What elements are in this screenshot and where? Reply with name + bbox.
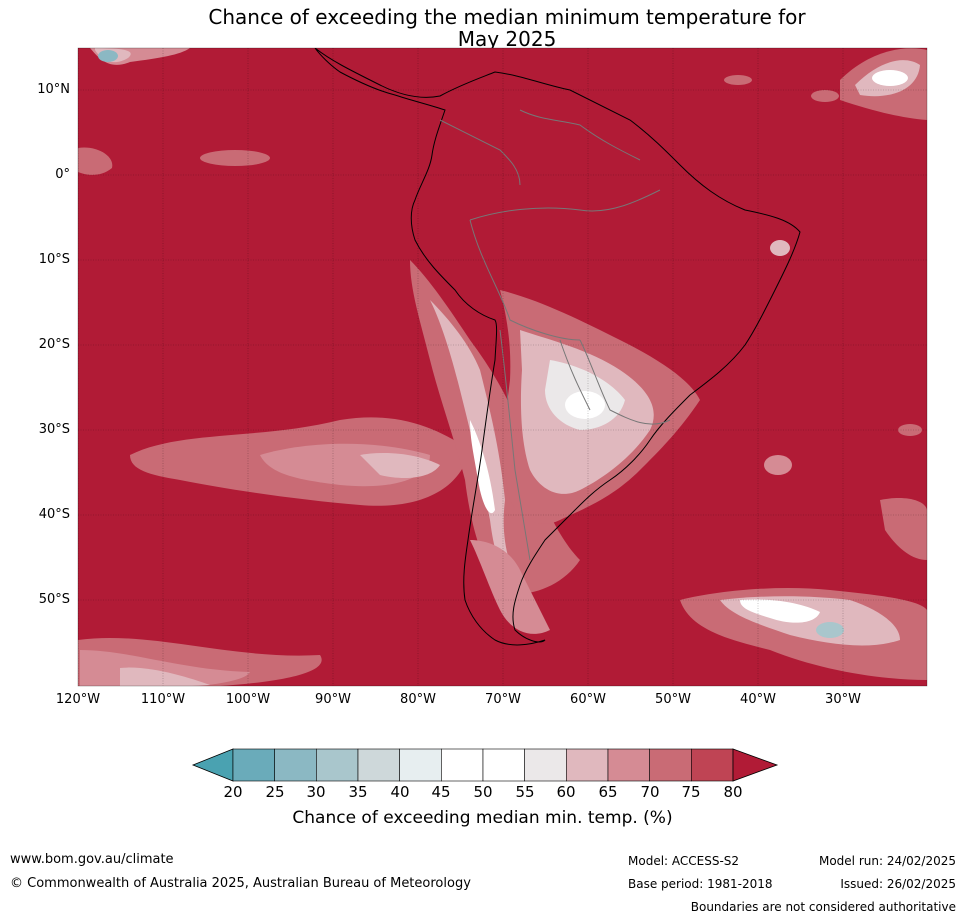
- colorbar-tick-65: 65: [598, 783, 618, 801]
- colorbar-tick-25: 25: [265, 783, 285, 801]
- lon-label-110w: 110°W: [140, 692, 186, 707]
- colorbar-segment: [691, 748, 734, 782]
- colorbar-tick-20: 20: [223, 783, 243, 801]
- copyright-text: © Commonwealth of Australia 2025, Austra…: [10, 876, 471, 891]
- lon-label-70w: 70°W: [485, 692, 521, 707]
- lon-label-50w: 50°W: [655, 692, 691, 707]
- probability-patches: [78, 48, 927, 686]
- colorbar-tick-75: 75: [681, 783, 701, 801]
- lat-label-0: 0°: [55, 167, 70, 182]
- lon-label-120w: 120°W: [55, 692, 101, 707]
- colorbar-segment: [316, 748, 359, 782]
- colorbar-segment: [232, 748, 275, 782]
- colorbar-segment: [399, 748, 442, 782]
- lon-label-30w: 30°W: [825, 692, 861, 707]
- forecast-map: [77, 47, 928, 687]
- lat-label-10s: 10°S: [38, 252, 70, 267]
- issued-text: Issued: 26/02/2025: [840, 877, 956, 891]
- colorbar-segment: [524, 748, 567, 782]
- colorbar-segments: [191, 748, 779, 782]
- colorbar-tick-60: 60: [556, 783, 576, 801]
- lon-label-60w: 60°W: [570, 692, 606, 707]
- lat-label-40s: 40°S: [38, 507, 70, 522]
- colorbar-segment: [566, 748, 609, 782]
- map-title-line-2: May 2025: [457, 27, 557, 51]
- graticule: [78, 48, 927, 686]
- colorbar-tick-50: 50: [473, 783, 493, 801]
- colorbar-segment: [649, 748, 692, 782]
- colorbar-tick-55: 55: [515, 783, 535, 801]
- colorbar-label: Chance of exceeding median min. temp. (%…: [292, 808, 673, 828]
- colorbar-segment: [274, 748, 317, 782]
- colorbar-arrow-high: [732, 748, 779, 782]
- colorbar-tick-70: 70: [640, 783, 660, 801]
- colorbar-arrow-low: [191, 748, 234, 782]
- country-borders: [439, 109, 671, 561]
- colorbar-tick-35: 35: [348, 783, 368, 801]
- colorbar-tick-30: 30: [306, 783, 326, 801]
- model-text: Model: ACCESS-S2: [628, 854, 740, 868]
- lat-label-10n: 10°N: [37, 82, 70, 97]
- colorbar-segment: [357, 748, 400, 782]
- lat-label-50s: 50°S: [38, 592, 70, 607]
- lon-label-40w: 40°W: [740, 692, 776, 707]
- base-period-text: Base period: 1981-2018: [628, 877, 773, 891]
- colorbar: [191, 748, 779, 782]
- colorbar-segment: [441, 748, 484, 782]
- lat-label-20s: 20°S: [38, 337, 70, 352]
- disclaimer-text: Boundaries are not considered authoritat…: [690, 900, 956, 914]
- colorbar-segment: [482, 748, 525, 782]
- colorbar-tick-45: 45: [431, 783, 451, 801]
- lon-label-90w: 90°W: [315, 692, 351, 707]
- lat-label-30s: 30°S: [38, 422, 70, 437]
- coastline: [314, 48, 801, 646]
- colorbar-tick-80: 80: [723, 783, 743, 801]
- colorbar-tick-40: 40: [390, 783, 410, 801]
- colorbar-segment: [607, 748, 650, 782]
- lon-label-100w: 100°W: [225, 692, 271, 707]
- lon-label-80w: 80°W: [400, 692, 436, 707]
- model-run-text: Model run: 24/02/2025: [818, 854, 956, 868]
- website-text: www.bom.gov.au/climate: [10, 852, 174, 867]
- map-title-line-1: Chance of exceeding the median minimum t…: [208, 5, 806, 29]
